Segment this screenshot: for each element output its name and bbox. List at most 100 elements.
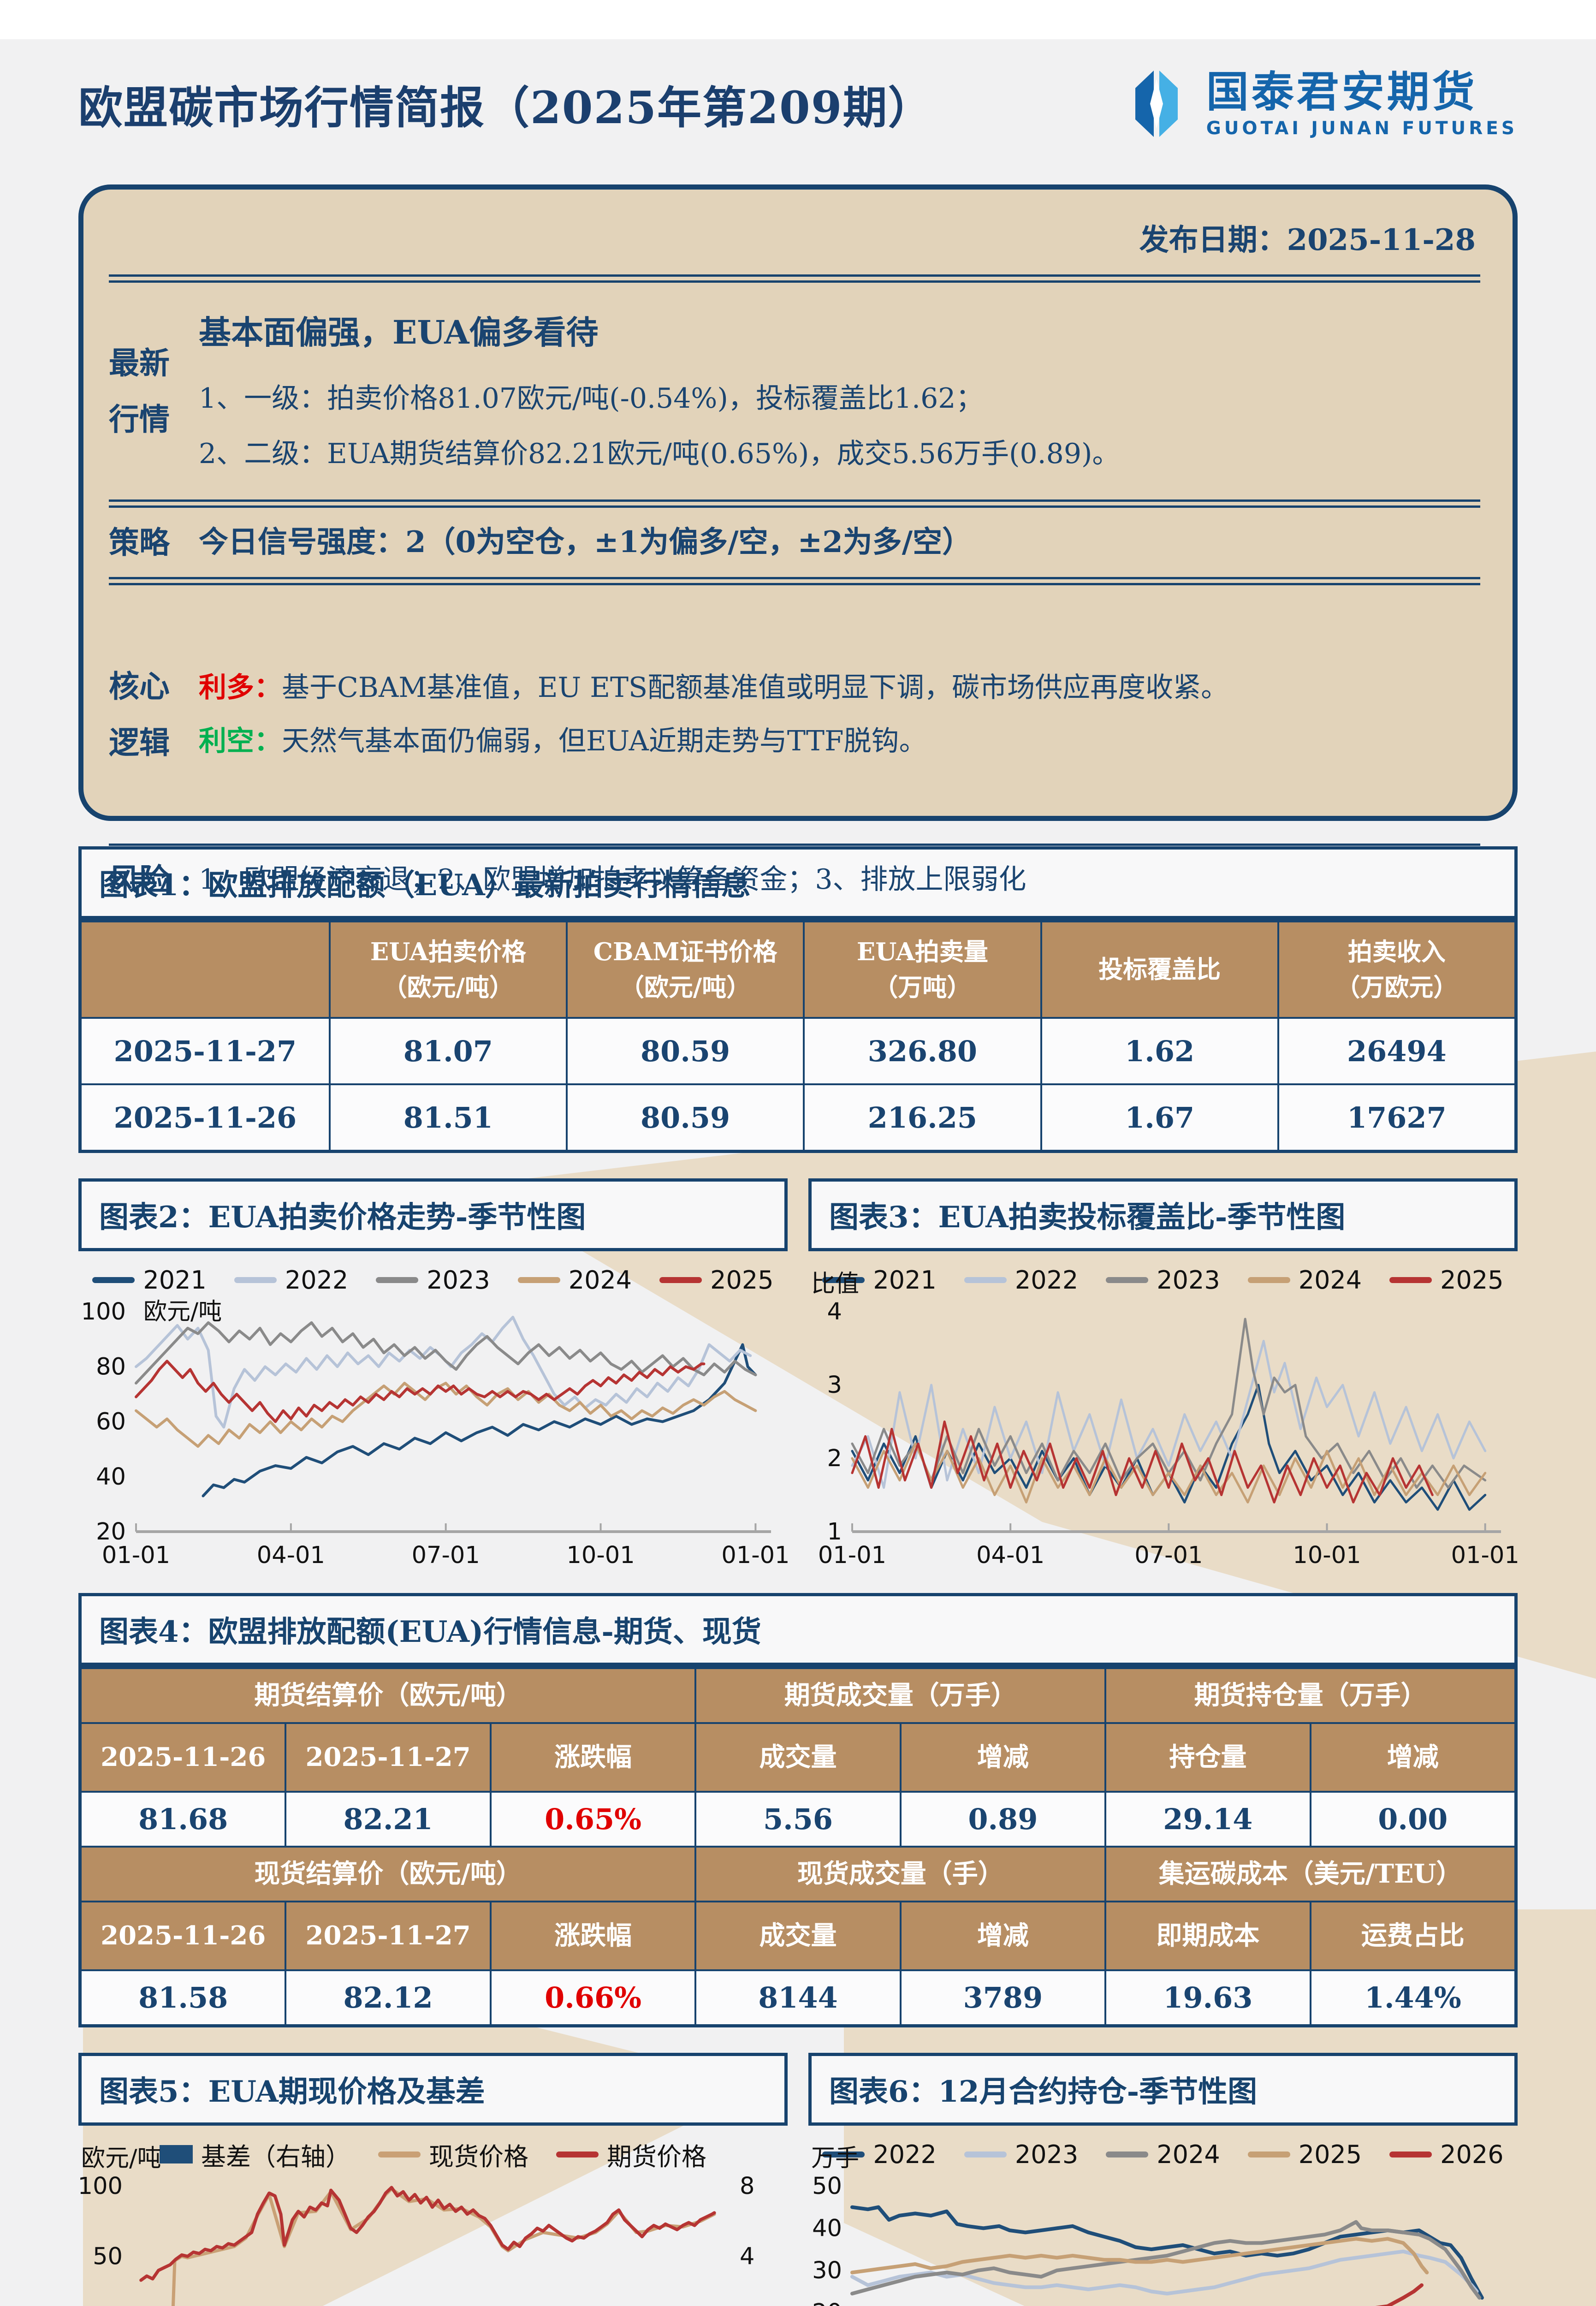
- legend-swatch: [234, 1277, 277, 1283]
- latest-line-2: 2、二级：EUA期货结算价82.21欧元/吨(0.65%)，成交5.56万手(0…: [199, 437, 1120, 470]
- sub-header: 即期成本: [1106, 1902, 1310, 1969]
- y-axis-unit: 欧元/吨: [81, 2145, 161, 2172]
- table-row-date: 2025-11-26: [82, 1085, 329, 1150]
- chart6-title: 图表6：12月合约持仓-季节性图: [808, 2053, 1518, 2126]
- sub-header: 持仓量: [1106, 1724, 1310, 1791]
- column-header: 拍卖收入 （万欧元）: [1279, 922, 1514, 1017]
- legend-swatch: [1106, 2151, 1149, 2157]
- legend-label: 2026: [1440, 2140, 1504, 2169]
- strategy-text: 今日信号强度：2（0为空仓，±1为偏多/空，±2为多/空）: [199, 525, 972, 559]
- table-cell: 81.68: [82, 1793, 285, 1846]
- svg-text:01-01: 01-01: [1451, 1542, 1519, 1569]
- table-cell: 82.12: [286, 1971, 490, 2024]
- chart5-panel: 图表5：EUA期现价格及基差 欧元/吨 基差（右轴） 现货价格 期货价格 840…: [78, 2027, 788, 2306]
- sub-header: 成交量: [696, 1902, 900, 1969]
- legend-label: 2025: [710, 1265, 774, 1295]
- page-title: 欧盟碳市场行情简报（2025年第209期）: [78, 81, 933, 134]
- legend-swatch: [822, 2151, 865, 2157]
- core-logic-label: 核心 逻辑: [109, 668, 170, 761]
- group-header: 现货结算价（欧元/吨）: [82, 1848, 695, 1901]
- y-axis-unit: 万手: [811, 2145, 860, 2172]
- svg-text:100: 100: [81, 1298, 126, 1325]
- legend-swatch: [1106, 1277, 1149, 1283]
- legend-label: 2025: [1298, 2140, 1362, 2169]
- y-axis-unit: 比值: [811, 1270, 860, 1298]
- legend-label: 2021: [143, 1265, 207, 1295]
- chart2-panel: 图表2：EUA拍卖价格走势-季节性图 2021 2022 2023 2024 2…: [78, 1153, 790, 1569]
- svg-text:4: 4: [740, 2243, 754, 2270]
- svg-text:04-01: 04-01: [257, 1542, 325, 1569]
- legend-label: 2021: [873, 1265, 937, 1295]
- auction-table: EUA拍卖价格 （欧元/吨） CBAM证书价格 （欧元/吨） EUA拍卖量 （万…: [78, 919, 1518, 1153]
- svg-text:40: 40: [812, 2215, 842, 2242]
- legend-label: 2023: [1157, 1265, 1220, 1295]
- sub-header: 增减: [901, 1902, 1105, 1969]
- group-header: 集运碳成本（美元/TEU）: [1106, 1848, 1514, 1901]
- svg-text:8: 8: [740, 2173, 754, 2200]
- bullish-tag: 利多：: [199, 672, 282, 704]
- charts-row-2: 图表5：EUA期现价格及基差 欧元/吨 基差（右轴） 现货价格 期货价格 8 40…: [78, 2027, 1518, 2306]
- table-cell: 5.56: [696, 1793, 900, 1846]
- table-cell: 1.44%: [1311, 1971, 1514, 2024]
- svg-text:1: 1: [827, 1518, 842, 1545]
- legend-swatch: [378, 2151, 421, 2157]
- group-header: 期货成交量（万手）: [696, 1669, 1105, 1722]
- table-cell: 216.25: [805, 1085, 1040, 1150]
- svg-text:3: 3: [827, 1372, 842, 1399]
- table1-title: 图表1：欧盟排放配额（EUA）最新拍卖行情信息: [78, 846, 1518, 919]
- sub-header: 2025-11-27: [286, 1724, 490, 1791]
- legend-label: 2022: [285, 1265, 349, 1295]
- legend-swatch: [556, 2151, 599, 2157]
- legend-label: 2024: [568, 1265, 632, 1295]
- legend-label: 2024: [1298, 1265, 1362, 1295]
- briefing-box: 发布日期：2025-11-28 最新 行情 基本面偏强，EUA偏多看待 1、一级…: [78, 184, 1518, 897]
- sub-header: 成交量: [696, 1724, 900, 1791]
- chart6-legend: 万手 2022 2023 2024 2025 2026: [808, 2134, 1518, 2175]
- legend-label: 2022: [873, 2140, 937, 2169]
- svg-text:60: 60: [96, 1409, 126, 1436]
- futures-spot-basis-chart: 840-42021-012022-012023-012024-012025-01…: [78, 2173, 754, 2306]
- change-pct-cell: 0.66%: [491, 1971, 695, 2024]
- svg-text:欧元/吨: 欧元/吨: [143, 1298, 222, 1325]
- sub-header: 2025-11-26: [82, 1902, 285, 1969]
- svg-text:10-01: 10-01: [566, 1542, 635, 1569]
- latest-label: 最新 行情: [109, 345, 170, 437]
- svg-text:01-01: 01-01: [721, 1542, 789, 1569]
- legend-label: 2022: [1015, 1265, 1079, 1295]
- charts-row-1: 图表2：EUA拍卖价格走势-季节性图 2021 2022 2023 2024 2…: [78, 1153, 1519, 1569]
- sub-header: 运费占比: [1311, 1902, 1514, 1969]
- latest-market-row: 最新 行情 基本面偏强，EUA偏多看待 1、一级：拍卖价格81.07欧元/吨(-…: [109, 283, 1480, 499]
- table-cell: 8144: [696, 1971, 900, 2024]
- table-cell: 81.07: [330, 1019, 566, 1083]
- svg-text:80: 80: [96, 1353, 126, 1380]
- svg-text:01-01: 01-01: [818, 1542, 886, 1569]
- legend-label: 2023: [427, 1265, 490, 1295]
- brand-logo: 国泰君安期货 GUOTAI JUNAN FUTURES: [1120, 67, 1518, 141]
- legend-label: 2023: [1015, 2140, 1079, 2169]
- svg-text:40: 40: [96, 1463, 126, 1491]
- bearish-tag: 利空：: [199, 725, 282, 757]
- svg-text:20: 20: [812, 2299, 842, 2306]
- core-logic-row: 核心 逻辑 利多：基于CBAM基准值，EU ETS配额基准值或明显下调，碳市场供…: [109, 585, 1480, 844]
- group-header: 期货结算价（欧元/吨）: [82, 1669, 695, 1722]
- table-row-date: 2025-11-27: [82, 1019, 329, 1083]
- column-header: 投标覆盖比: [1042, 922, 1277, 1017]
- strategy-row: 策略 今日信号强度：2（0为空仓，±1为偏多/空，±2为多/空）: [109, 508, 1480, 577]
- latest-title: 基本面偏强，EUA偏多看待: [199, 313, 599, 351]
- bid-cover-seasonal-chart: 01-01 04-01 07-01 10-01 01-01 4 3 2 1: [818, 1298, 1519, 1569]
- svg-text:10-01: 10-01: [1293, 1542, 1361, 1569]
- svg-text:100: 100: [78, 2173, 123, 2200]
- table4-title: 图表4：欧盟排放配额(EUA)行情信息-期货、现货: [78, 1593, 1518, 1666]
- chart2-title: 图表2：EUA拍卖价格走势-季节性图: [78, 1178, 788, 1251]
- legend-label: 现货价格: [429, 2142, 528, 2171]
- column-header: EUA拍卖量 （万吨）: [805, 922, 1040, 1017]
- legend-label: 期货价格: [607, 2142, 706, 2171]
- latest-line-1: 1、一级：拍卖价格81.07欧元/吨(-0.54%)，投标覆盖比1.62；: [199, 382, 984, 415]
- bullish-line: 利多：基于CBAM基准值，EU ETS配额基准值或明显下调，碳市场供应再度收紧。: [199, 667, 1480, 708]
- legend-swatch: [964, 2151, 1007, 2157]
- table-cell: 1.62: [1042, 1019, 1277, 1083]
- legend-swatch: [659, 1277, 702, 1283]
- table-cell: 29.14: [1106, 1793, 1310, 1846]
